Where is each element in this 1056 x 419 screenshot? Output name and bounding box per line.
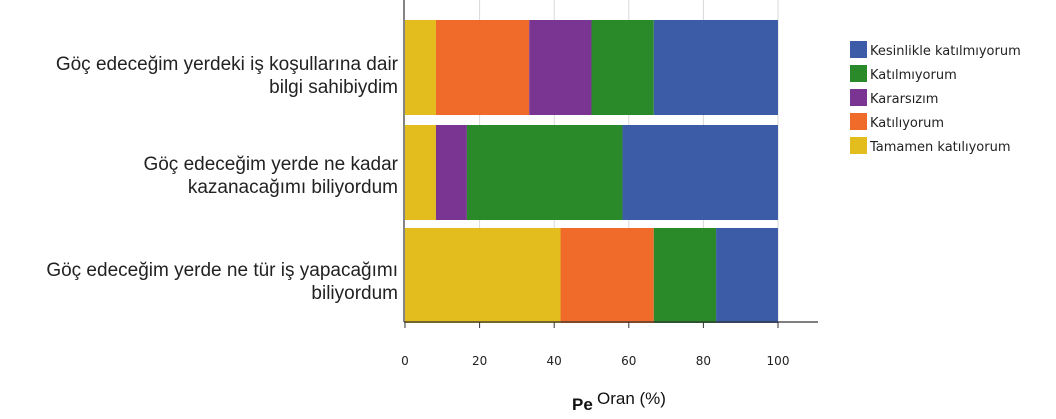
category-labels: Göç edeceğim yerdeki iş koşullarına dair… [46, 54, 398, 304]
x-ticks: 0 20 40 60 80 100 [401, 322, 789, 368]
bar-segment [405, 228, 561, 323]
bar-segment [405, 20, 436, 115]
bar-segment [529, 20, 591, 115]
bar-segment [436, 20, 529, 115]
bar-segment [716, 228, 778, 323]
bar-segment [405, 125, 436, 220]
legend: Kesinlikle katılmıyorum Katılmıyorum Karar… [850, 41, 1021, 155]
bar-segment [436, 125, 467, 220]
category-label: Göç edeceğim yerde ne tür iş yapacağımı [46, 260, 398, 281]
x-tick-label: 60 [621, 354, 636, 368]
category-label: bilgi sahibiydim [269, 77, 398, 98]
x-tick-label: 100 [767, 354, 790, 368]
category-label: Göç edeceğim yerde ne kadar [143, 154, 398, 175]
legend-swatch [850, 113, 867, 130]
legend-swatch [850, 137, 867, 154]
category-label: kazanacağımı biliyordum [188, 177, 398, 198]
legend-swatch [850, 89, 867, 106]
x-axis-label: Oran (%) [597, 389, 666, 408]
legend-label: Katılıyorum [870, 116, 944, 131]
legend-label: Kesinlikle katılmıyorum [870, 44, 1021, 59]
bar-segment [592, 20, 654, 115]
legend-label: Tamamen katılıyorum [869, 140, 1011, 155]
x-tick-label: 40 [547, 354, 562, 368]
bar-segment [561, 228, 654, 323]
category-label: Göç edeceğim yerdeki iş koşullarına dair [56, 54, 399, 75]
legend-swatch [850, 41, 867, 58]
bar-segment [622, 125, 778, 220]
bar-segment [654, 228, 716, 323]
bar-segment [467, 125, 623, 220]
bar-segment [654, 20, 778, 115]
x-tick-label: 20 [472, 354, 487, 368]
x-axis-label-hidden-fragment: Pe [572, 395, 593, 414]
bars [405, 20, 778, 323]
x-tick-label: 0 [401, 354, 409, 368]
legend-label: Kararsızım [870, 92, 938, 107]
x-tick-label: 80 [696, 354, 711, 368]
category-label: biliyordum [311, 283, 398, 304]
legend-label: Katılmıyorum [870, 68, 957, 83]
legend-swatch [850, 65, 867, 82]
